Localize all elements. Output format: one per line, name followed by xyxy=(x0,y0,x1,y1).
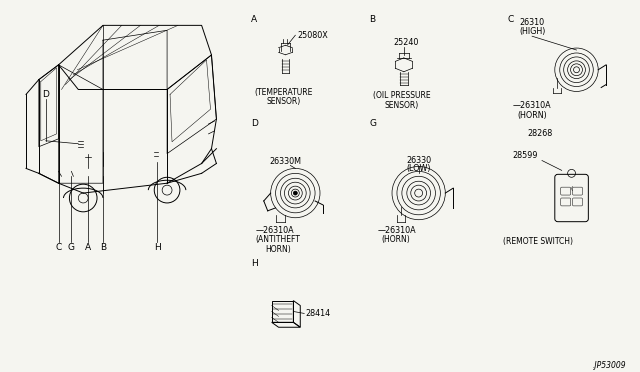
Text: 28414: 28414 xyxy=(305,309,330,318)
Text: H: H xyxy=(154,243,161,252)
Text: .JP53009: .JP53009 xyxy=(592,361,626,370)
Text: 28599: 28599 xyxy=(513,151,538,160)
Text: G: G xyxy=(369,119,376,128)
FancyBboxPatch shape xyxy=(573,198,582,206)
FancyBboxPatch shape xyxy=(561,198,571,206)
Text: —26310A: —26310A xyxy=(513,101,551,110)
Text: A: A xyxy=(85,243,92,252)
FancyBboxPatch shape xyxy=(561,187,571,195)
Text: (HORN): (HORN) xyxy=(381,235,410,244)
Text: SENSOR): SENSOR) xyxy=(266,97,301,106)
Text: —26310A: —26310A xyxy=(256,226,294,235)
Text: 26330: 26330 xyxy=(406,155,431,164)
Text: (ANTITHEFT: (ANTITHEFT xyxy=(256,235,301,244)
Text: (TEMPERATURE: (TEMPERATURE xyxy=(254,87,313,96)
Text: (HIGH): (HIGH) xyxy=(519,27,546,36)
Text: H: H xyxy=(251,259,258,268)
FancyBboxPatch shape xyxy=(555,174,588,222)
Text: 25080X: 25080X xyxy=(298,31,328,40)
Text: (REMOTE SWITCH): (REMOTE SWITCH) xyxy=(502,237,573,247)
Text: C: C xyxy=(508,16,514,25)
Text: 26310: 26310 xyxy=(519,19,545,28)
Text: —26310A: —26310A xyxy=(377,226,416,235)
Text: B: B xyxy=(100,243,106,252)
Text: 26330M: 26330M xyxy=(269,157,301,166)
Text: D: D xyxy=(251,119,258,128)
Text: 28268: 28268 xyxy=(527,129,552,138)
Text: G: G xyxy=(68,243,75,252)
Text: (HORN): (HORN) xyxy=(517,111,547,120)
Text: (: ( xyxy=(570,186,573,190)
Text: C: C xyxy=(56,243,61,252)
Text: D: D xyxy=(42,90,49,99)
Text: (OIL PRESSURE: (OIL PRESSURE xyxy=(373,92,431,100)
Text: 25240: 25240 xyxy=(393,38,419,46)
Text: B: B xyxy=(369,16,376,25)
Text: SENSOR): SENSOR) xyxy=(385,101,419,110)
Circle shape xyxy=(293,191,298,195)
FancyBboxPatch shape xyxy=(573,187,582,195)
Text: A: A xyxy=(251,16,257,25)
Text: HORN): HORN) xyxy=(266,246,291,254)
Text: (LOW): (LOW) xyxy=(406,164,431,173)
